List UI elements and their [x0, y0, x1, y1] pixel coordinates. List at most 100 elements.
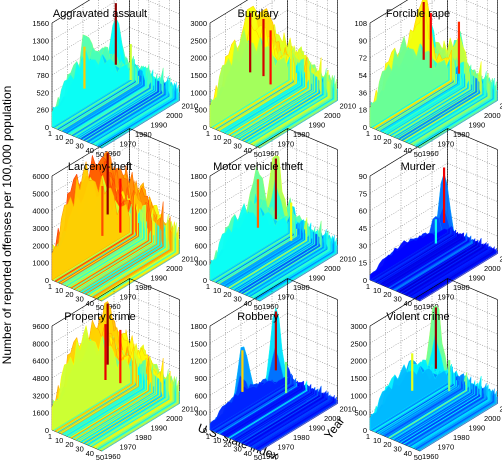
y-tick-label: 1960 [262, 149, 279, 158]
y-tick-label: 1960 [422, 452, 439, 461]
y-tick-label: 1980 [453, 433, 470, 442]
z-tick-label: 1800 [190, 172, 207, 181]
y-tick-label: 1980 [135, 433, 152, 442]
y-tick-label: 1960 [262, 452, 279, 461]
y-tick-label: 1960 [422, 302, 439, 311]
y-tick-label: 1990 [468, 274, 485, 283]
z-tick-label: 1600 [32, 409, 49, 418]
surface [209, 306, 338, 452]
panel-title: Aggravated assault [53, 8, 147, 20]
surface-strip [369, 35, 448, 128]
x-tick-label: 30 [233, 444, 241, 453]
x-tick-label: 10 [213, 286, 221, 295]
y-tick-label: 2010 [339, 255, 356, 264]
y-tick-label: 2010 [339, 102, 356, 111]
x-tick-label: 30 [75, 444, 83, 453]
z-tick-label: 1000 [350, 391, 367, 400]
x-tick-label: 10 [213, 133, 221, 142]
axis-labels: Burglary 0 500 1000 1500 2000 2500 3000 1 10 20 30 4… [190, 8, 356, 159]
y-tick-label: 1990 [150, 274, 167, 283]
y-tick-label: 1970 [277, 140, 294, 149]
y-tick-label: 2010 [339, 405, 356, 414]
z-tick-label: 520 [36, 88, 49, 97]
x-tick-label: 40 [244, 299, 252, 308]
surface-strip [51, 49, 130, 128]
y-tick-label: 2000 [324, 414, 341, 423]
z-tick-label: 1000 [32, 259, 49, 268]
x-tick-label: 20 [65, 290, 73, 299]
z-tick-label: 260 [36, 106, 49, 115]
surface [369, 0, 498, 149]
z-tick-label: 1500 [190, 189, 207, 198]
y-tick-label: 2010 [181, 255, 198, 264]
z-tick-label: 6400 [32, 357, 49, 366]
z-tick-label: 900 [194, 374, 207, 383]
z-tick-label: 0 [203, 276, 207, 285]
z-tick-label: 1000 [190, 88, 207, 97]
x-tick-label: 10 [373, 436, 381, 445]
z-tick-label: 0 [45, 426, 49, 435]
z-tick-label: 600 [194, 391, 207, 400]
x-tick-label: 20 [223, 440, 231, 449]
z-tick-label: 3000 [32, 224, 49, 233]
x-tick-label: 1 [366, 432, 370, 441]
axis-labels: Robbery 0 300 600 900 1200 1500 1800 1 10 20 30 40 50… [190, 311, 356, 462]
y-tick-label: 1980 [293, 283, 310, 292]
x-tick-label: 30 [393, 294, 401, 303]
z-tick-label: 0 [45, 276, 49, 285]
y-tick-label: 1990 [150, 424, 167, 433]
z-tick-label: 2000 [350, 357, 367, 366]
chart-panel: Burglary 0 500 1000 1500 2000 2500 3000 1 10 20 30 4… [190, 0, 356, 159]
x-tick-label: 40 [404, 146, 412, 155]
z-tick-label: 90 [359, 172, 367, 181]
x-tick-label: 10 [55, 133, 63, 142]
z-tick-label: 45 [359, 224, 367, 233]
z-tick-label: 3000 [190, 19, 207, 28]
z-tick-label: 0 [45, 123, 49, 132]
z-tick-label: 1500 [350, 374, 367, 383]
x-tick-label: 50 [96, 453, 104, 462]
z-tick-label: 54 [359, 71, 367, 80]
panel-title: Property crime [64, 311, 136, 323]
chart-panel: Aggravated assault0260520780104013001560… [32, 0, 198, 159]
y-tick-label: 1960 [104, 452, 121, 461]
z-tick-label: 90 [359, 36, 367, 45]
y-tick-label: 1970 [277, 293, 294, 302]
z-tick-label: 60 [359, 207, 367, 216]
x-tick-label: 20 [223, 290, 231, 299]
z-tick-label: 0 [363, 123, 367, 132]
x-tick-label: 30 [393, 141, 401, 150]
z-tick-label: 30 [359, 241, 367, 250]
y-tick-label: 2010 [499, 255, 502, 264]
y-tick-label: 2010 [499, 102, 502, 111]
y-tick-label: 1970 [119, 443, 136, 452]
x-tick-label: 40 [86, 449, 94, 458]
y-tick-label: 2000 [484, 264, 501, 273]
surface-strip [209, 202, 288, 281]
y-tick-label: 1990 [150, 121, 167, 130]
x-tick-label: 30 [233, 141, 241, 150]
x-tick-label: 50 [96, 303, 104, 312]
x-tick-label: 40 [244, 146, 252, 155]
y-tick-label: 2000 [166, 111, 183, 120]
y-tick-label: 2000 [166, 414, 183, 423]
z-tick-label: 1300 [32, 36, 49, 45]
y-tick-label: 1960 [262, 302, 279, 311]
z-tick-label: 900 [194, 224, 207, 233]
x-tick-label: 50 [254, 453, 262, 462]
axis-labels: Property crime 0 1600 3200 4800 6400 8000 9600 1… [32, 311, 198, 462]
z-tick-label: 2000 [190, 54, 207, 63]
x-tick-label: 20 [223, 137, 231, 146]
x-tick-label: 50 [254, 303, 262, 312]
x-tick-label: 10 [55, 436, 63, 445]
z-tick-label: 36 [359, 88, 367, 97]
x-tick-label: 1 [48, 129, 52, 138]
y-tick-label: 2000 [166, 264, 183, 273]
y-tick-label: 2000 [324, 264, 341, 273]
x-tick-label: 20 [383, 440, 391, 449]
x-tick-label: 40 [244, 449, 252, 458]
